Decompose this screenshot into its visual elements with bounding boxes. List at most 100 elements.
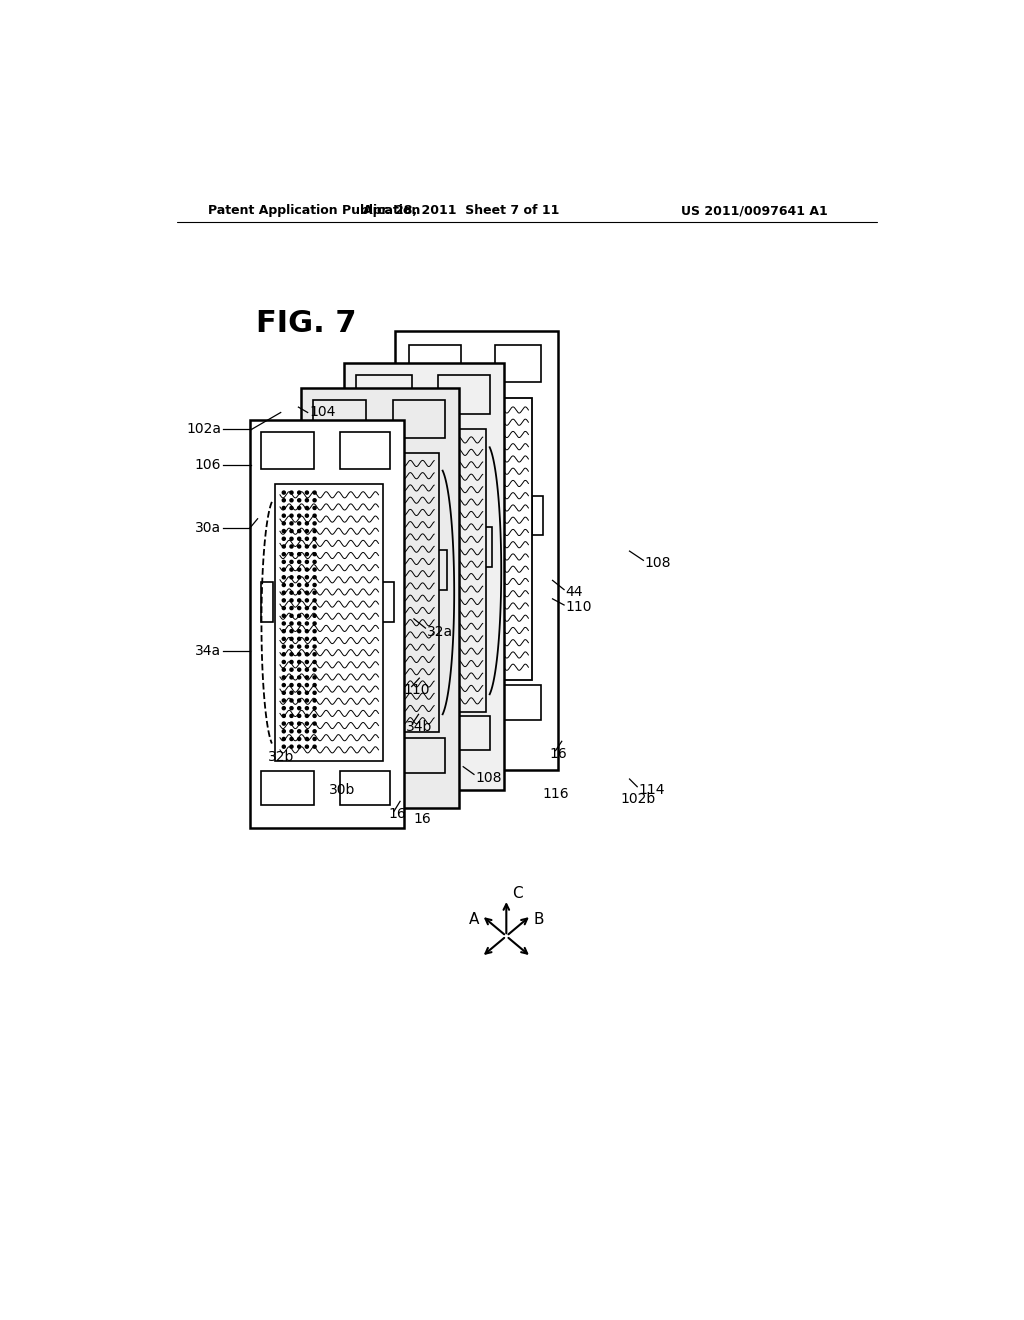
Circle shape <box>357 483 360 486</box>
Circle shape <box>290 622 293 626</box>
Circle shape <box>410 490 413 492</box>
Circle shape <box>379 474 382 478</box>
Circle shape <box>334 660 337 663</box>
Circle shape <box>357 668 360 671</box>
Circle shape <box>365 636 368 640</box>
Circle shape <box>394 682 397 685</box>
Circle shape <box>365 652 368 655</box>
Circle shape <box>298 660 301 664</box>
Circle shape <box>290 537 293 540</box>
Circle shape <box>305 607 308 610</box>
Circle shape <box>357 606 360 609</box>
Circle shape <box>373 644 376 648</box>
Circle shape <box>290 744 293 748</box>
Circle shape <box>373 590 376 594</box>
Circle shape <box>334 552 337 556</box>
Circle shape <box>357 506 360 510</box>
Circle shape <box>379 574 382 578</box>
Circle shape <box>357 583 360 586</box>
Circle shape <box>290 521 293 525</box>
Circle shape <box>349 630 352 632</box>
Circle shape <box>349 598 352 602</box>
Circle shape <box>349 682 352 686</box>
Circle shape <box>401 482 404 486</box>
Circle shape <box>305 744 308 748</box>
Text: 102a: 102a <box>186 422 221 437</box>
Circle shape <box>298 692 301 694</box>
Circle shape <box>373 459 376 463</box>
Circle shape <box>349 622 352 624</box>
Circle shape <box>373 690 376 694</box>
Circle shape <box>298 545 301 548</box>
Circle shape <box>334 636 337 640</box>
Circle shape <box>305 599 308 602</box>
Circle shape <box>298 638 301 640</box>
Circle shape <box>418 520 421 524</box>
Circle shape <box>313 622 316 626</box>
Circle shape <box>342 506 345 510</box>
Circle shape <box>373 583 376 586</box>
Circle shape <box>394 560 397 562</box>
Circle shape <box>342 614 345 616</box>
Circle shape <box>283 491 286 494</box>
Text: Patent Application Publication: Patent Application Publication <box>208 205 420 218</box>
Circle shape <box>386 698 389 701</box>
Circle shape <box>401 620 404 624</box>
Circle shape <box>365 598 368 602</box>
Circle shape <box>373 636 376 640</box>
Circle shape <box>418 652 421 655</box>
Circle shape <box>342 644 345 648</box>
Circle shape <box>418 467 421 470</box>
Circle shape <box>379 528 382 532</box>
Circle shape <box>290 738 293 741</box>
Circle shape <box>290 491 293 494</box>
Circle shape <box>379 606 382 609</box>
Circle shape <box>379 675 382 677</box>
Circle shape <box>313 630 316 632</box>
Circle shape <box>410 682 413 685</box>
Circle shape <box>394 598 397 601</box>
Circle shape <box>379 566 382 570</box>
Circle shape <box>313 499 316 502</box>
Circle shape <box>373 722 376 725</box>
Circle shape <box>394 628 397 631</box>
Circle shape <box>365 583 368 586</box>
Circle shape <box>394 506 397 508</box>
Circle shape <box>334 521 337 524</box>
Circle shape <box>410 451 413 454</box>
Circle shape <box>305 638 308 640</box>
Circle shape <box>373 598 376 602</box>
Circle shape <box>401 444 404 446</box>
Circle shape <box>342 529 345 532</box>
Circle shape <box>290 499 293 502</box>
Circle shape <box>357 576 360 578</box>
Text: 110: 110 <box>403 682 430 697</box>
Text: 34a: 34a <box>196 644 221 659</box>
Circle shape <box>313 591 316 594</box>
Circle shape <box>334 475 337 478</box>
Text: 16: 16 <box>414 812 432 826</box>
Circle shape <box>410 474 413 478</box>
Text: B: B <box>534 912 544 927</box>
Circle shape <box>298 599 301 602</box>
Circle shape <box>305 622 308 626</box>
Circle shape <box>349 583 352 586</box>
Polygon shape <box>301 388 459 808</box>
Circle shape <box>305 630 308 632</box>
Circle shape <box>379 620 382 624</box>
Circle shape <box>313 607 316 610</box>
Circle shape <box>386 474 389 478</box>
Circle shape <box>305 668 308 671</box>
Circle shape <box>349 660 352 663</box>
Polygon shape <box>435 549 447 590</box>
Circle shape <box>410 675 413 677</box>
Circle shape <box>394 490 397 492</box>
Circle shape <box>349 698 352 701</box>
Circle shape <box>305 507 308 510</box>
Circle shape <box>298 568 301 572</box>
Circle shape <box>373 475 376 478</box>
Circle shape <box>394 636 397 639</box>
Circle shape <box>386 536 389 539</box>
Text: 100: 100 <box>417 339 445 355</box>
Circle shape <box>410 528 413 532</box>
